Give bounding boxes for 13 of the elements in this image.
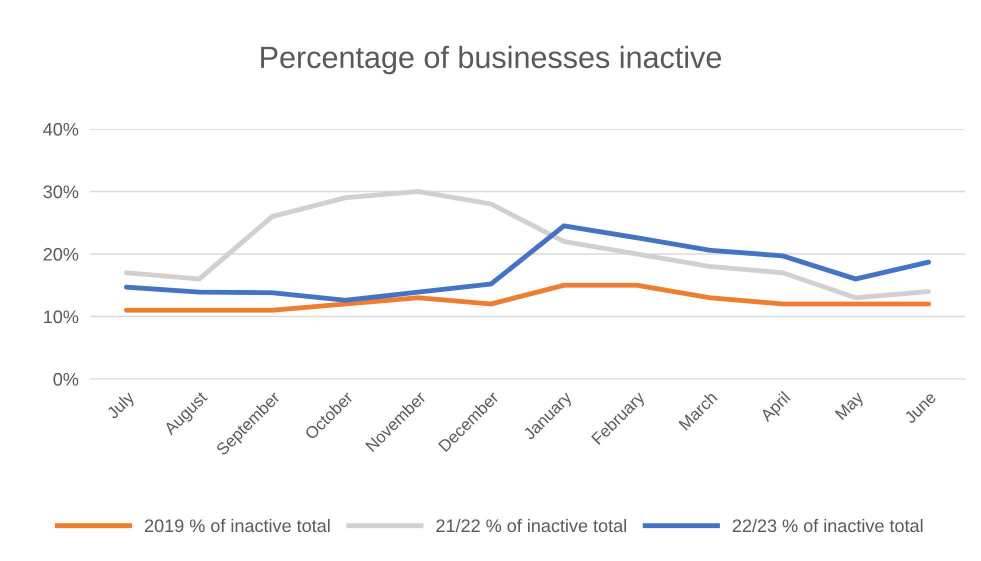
y-tick-label: 20% (44, 248, 78, 261)
chart-title: Percentage of businesses inactive (261, 46, 722, 74)
line-series (124, 223, 931, 303)
legend-label: 2019 % of inactive total (144, 518, 330, 532)
y-tick-label: 10% (44, 310, 78, 324)
line-series (124, 282, 931, 313)
y-tick-label: 30% (43, 185, 78, 198)
legend-label: 22/23 % of inactive total (732, 518, 922, 532)
y-tick-label: 0% (54, 372, 78, 386)
y-tick-label: 40% (43, 122, 78, 136)
x-tick-label: July (106, 390, 138, 422)
x-tick-label: May (834, 390, 867, 422)
legend-label: 21/22 % of inactive total (436, 518, 626, 532)
